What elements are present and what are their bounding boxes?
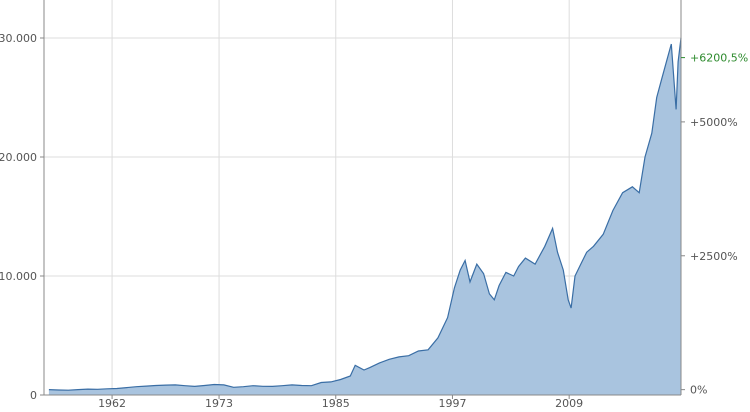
label-layer: 1962 1973 1985 1997 2009 0 10.000 20.000 30.000 0…: [0, 32, 748, 410]
x-tick-label: 1973: [205, 397, 233, 410]
series-area: [48, 38, 681, 395]
x-tick-label: 1997: [438, 397, 466, 410]
y-tick-label: 20.000: [0, 151, 37, 164]
current-value-label: +6200,5%: [690, 52, 748, 65]
x-tick-label: 2009: [555, 397, 583, 410]
y-tick-label: 10.000: [0, 270, 37, 283]
x-tick-label: 1985: [322, 397, 350, 410]
y-tick-label: 0: [30, 389, 37, 402]
series-line: [48, 37, 682, 391]
axis-layer: [40, 0, 685, 399]
right-tick-label: +2500%: [690, 250, 738, 263]
y-tick-label: 30.000: [0, 32, 37, 45]
right-tick-label: 0%: [690, 384, 707, 397]
area-layer: [48, 37, 682, 395]
right-tick-label: +5000%: [690, 116, 738, 129]
x-tick-label: 1962: [98, 397, 126, 410]
